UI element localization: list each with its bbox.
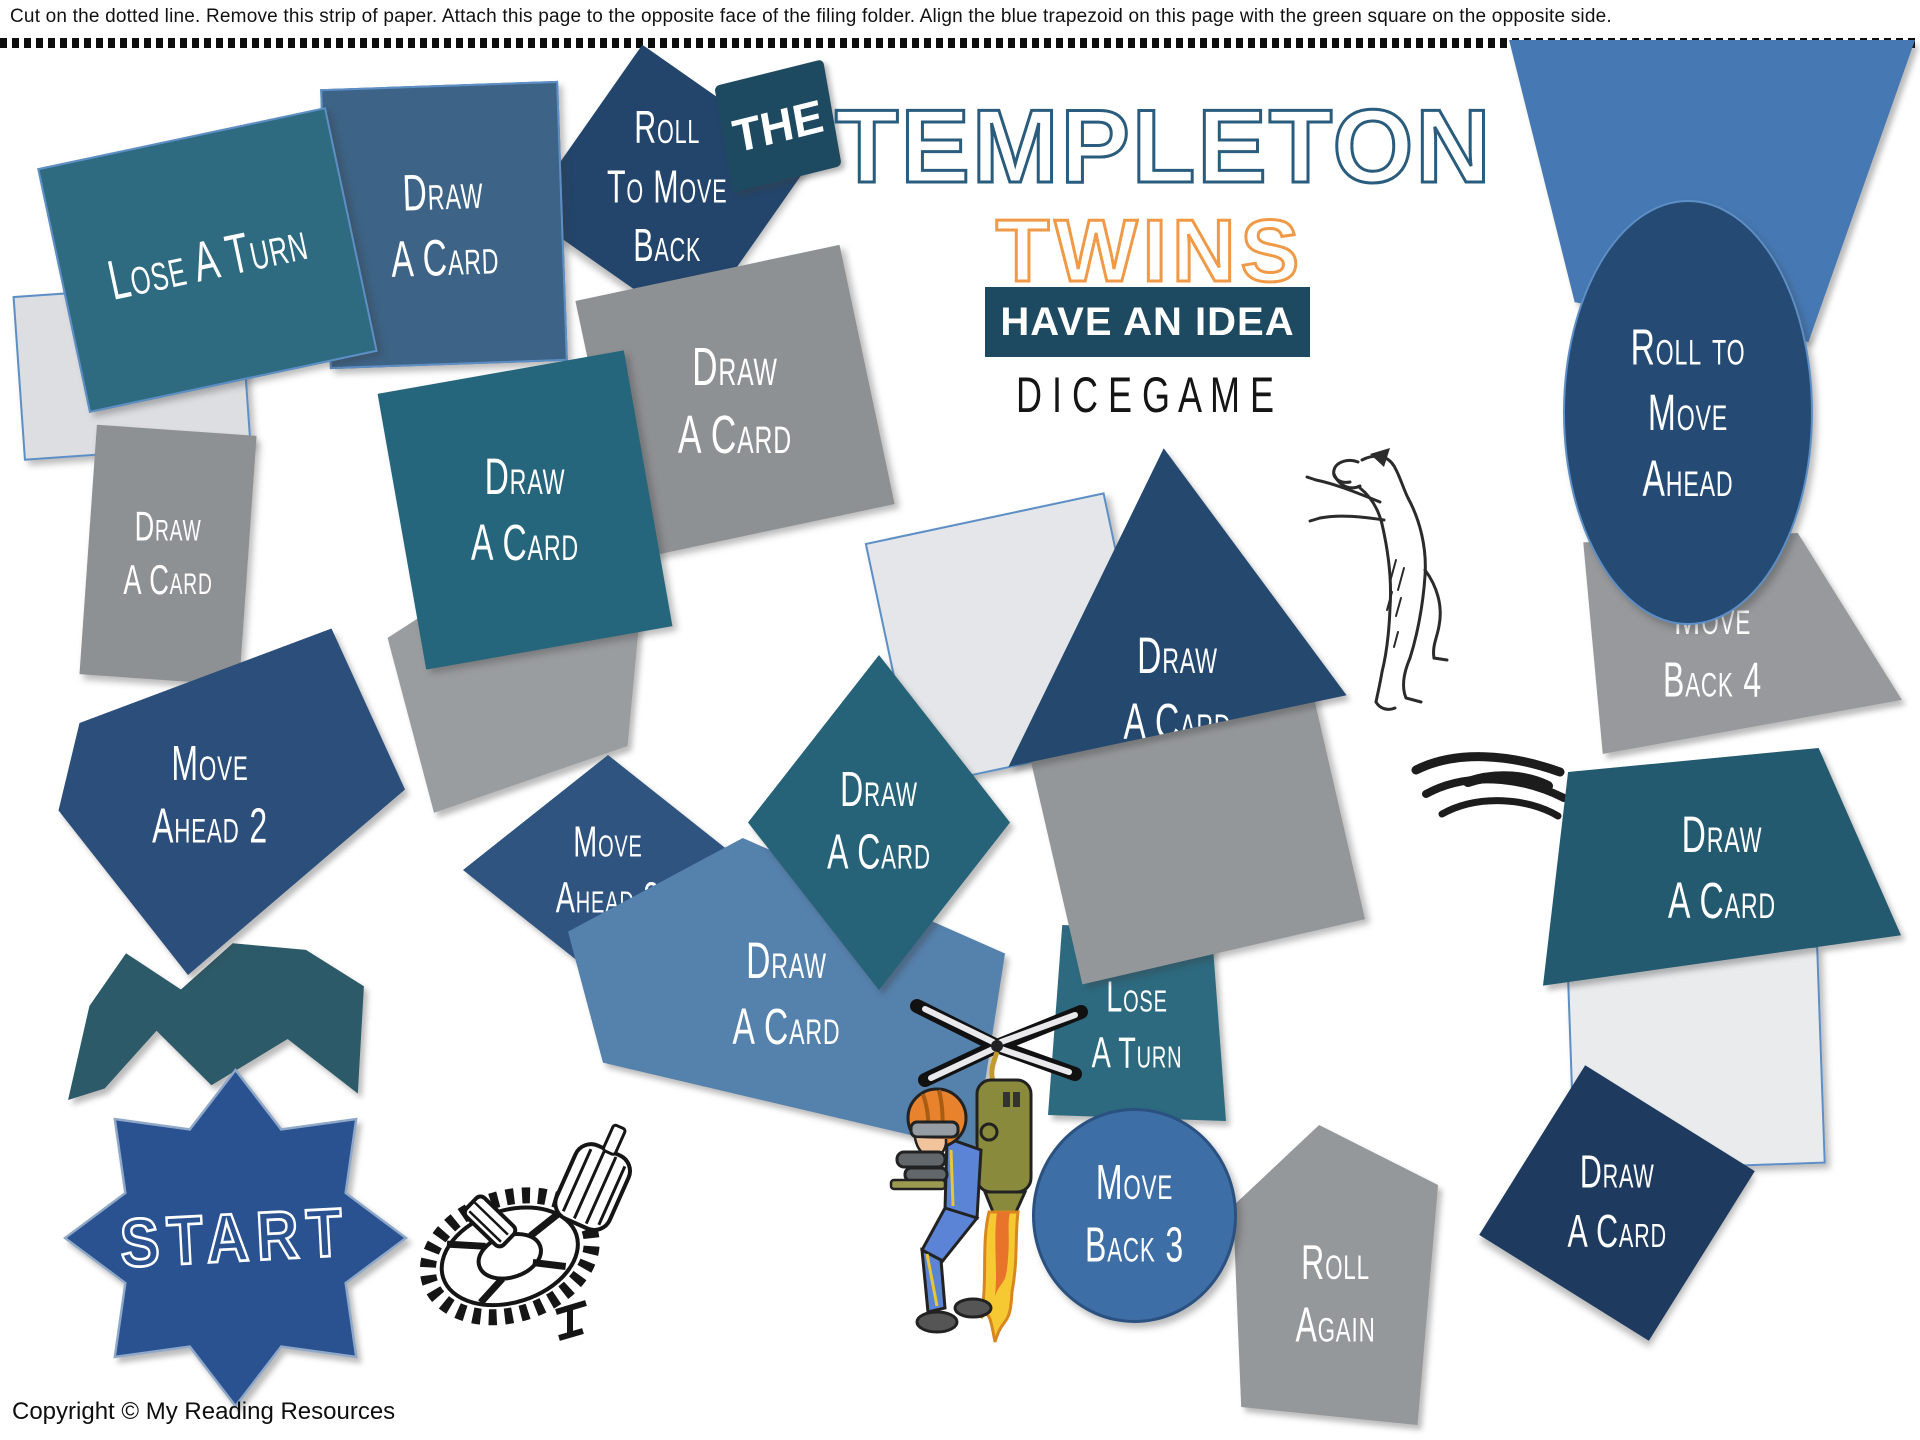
copyright-text: Copyright © My Reading Resources: [12, 1398, 396, 1425]
space-label: Draw A Card: [678, 337, 792, 466]
space-label: Draw A Card: [1567, 1147, 1667, 1258]
dotted-cut-line: [0, 38, 1920, 48]
space-roll-to-move-ahead: Roll to Move Ahead: [1563, 200, 1813, 625]
space-label: Move Ahead 2: [152, 737, 268, 854]
space-draw-a-card-3: Draw A Card: [377, 350, 673, 670]
space-label: Draw A Card: [471, 448, 579, 571]
scribble-illustration: [1408, 742, 1573, 837]
decor-x-shape: [65, 940, 370, 1105]
space-label: Draw A Card: [390, 161, 501, 288]
space-label: Roll to Move Ahead: [1630, 317, 1746, 507]
jetpack-man-illustration: [885, 978, 1110, 1350]
title-subtitle-banner: HAVE AN IDEA: [985, 287, 1310, 357]
space-draw-a-card-9: Draw A Card: [1543, 748, 1901, 988]
title-subtitle: HAVE AN IDEA: [1000, 299, 1295, 344]
space-draw-a-card-7: Draw A Card: [1005, 445, 1350, 770]
space-label: Lose A Turn: [1091, 971, 1183, 1078]
space-label: Draw A Card: [827, 763, 931, 880]
dog-illustration: [1300, 440, 1565, 730]
space-label: Move Back 3: [1085, 1156, 1184, 1273]
space-draw-a-card-6: Draw A Card: [748, 655, 1010, 990]
space-move-back-3: Move Back 3: [1032, 1108, 1237, 1323]
space-label: Draw A Card: [1123, 626, 1232, 750]
title-twins: TWINS: [994, 200, 1305, 302]
cut-instruction: Cut on the dotted line. Remove this stri…: [10, 6, 1612, 27]
start-label: START: [117, 1193, 353, 1283]
space-label: Draw A Card: [1668, 806, 1776, 929]
title-the-tag: THE: [714, 59, 842, 193]
space-label: Draw A Card: [732, 932, 841, 1055]
space-label: Roll Again: [1295, 1236, 1376, 1353]
space-lose-a-turn-1: Lose A Turn: [37, 107, 378, 413]
title-the: THE: [728, 89, 828, 163]
space-label: Draw A Card: [123, 504, 213, 604]
space-roll-again: Roll Again: [1233, 1125, 1438, 1425]
title-main: TEMPLETON: [834, 88, 1493, 207]
gear-illustration: [408, 1120, 648, 1355]
space-label: Lose A Turn: [102, 207, 313, 312]
title-game-type: D I C E G A M E: [1015, 368, 1275, 424]
space-move-ahead-2-pentagon: Move Ahead 2: [55, 625, 405, 975]
space-start: START: [63, 1068, 408, 1408]
